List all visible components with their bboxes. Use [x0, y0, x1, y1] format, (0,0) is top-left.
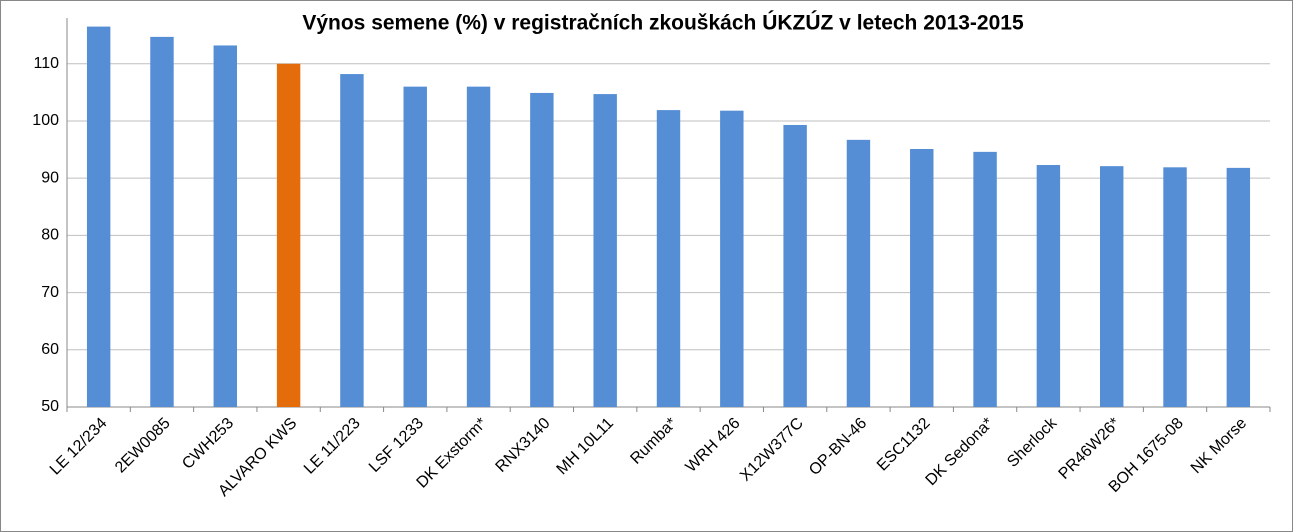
y-tick-label: 110: [33, 55, 59, 72]
bar: [150, 36, 174, 408]
y-tick-label: 80: [41, 227, 59, 244]
y-tick-label: 90: [41, 169, 59, 186]
bar: [973, 151, 997, 407]
bar: [720, 110, 744, 408]
y-tick-label: 70: [41, 284, 59, 301]
bar: [213, 45, 238, 407]
bar: [593, 94, 617, 407]
bar: [530, 92, 554, 408]
chart-title: Výnos semene (%) v registračních zkoušká…: [302, 11, 1024, 35]
bar: [86, 26, 111, 408]
bar: [910, 149, 934, 407]
bar: [466, 86, 491, 407]
bar: [340, 74, 364, 407]
bar: [656, 110, 681, 407]
y-tick-label: 60: [41, 341, 59, 358]
bar: [783, 124, 807, 407]
y-tick-label: 100: [32, 112, 59, 129]
bar: [276, 63, 301, 407]
bar: [846, 139, 871, 408]
bar: [403, 86, 427, 407]
bar: [1099, 166, 1124, 407]
bar: [1226, 167, 1251, 407]
y-tick-label: 50: [41, 398, 59, 415]
bar: [1163, 167, 1187, 407]
bar: [1036, 165, 1061, 407]
